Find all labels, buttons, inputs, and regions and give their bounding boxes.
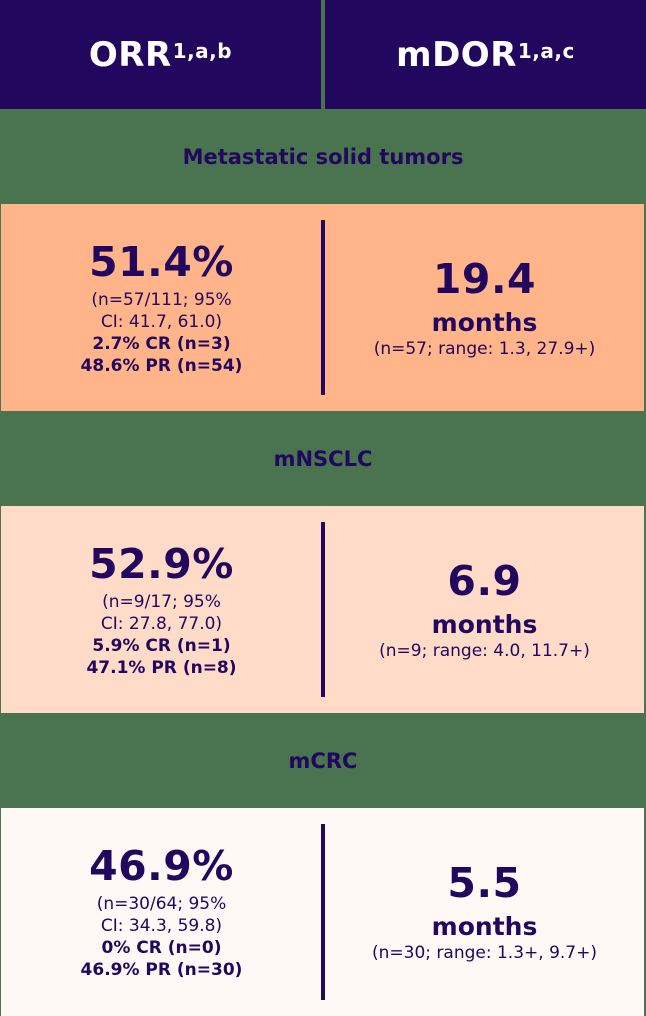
mdor-detail: (n=9; range: 4.0, 11.7+)	[379, 640, 590, 661]
data-row-mcrc: 46.9% (n=30/64; 95% CI: 34.3, 59.8) 0% C…	[1, 808, 644, 1016]
orr-cell: 52.9% (n=9/17; 95% CI: 27.8, 77.0) 5.9% …	[1, 506, 322, 713]
orr-value: 51.4%	[89, 237, 234, 286]
orr-detail-line1: (n=30/64; 95%	[96, 894, 227, 914]
mdor-cell: 6.9 months (n=9; range: 4.0, 11.7+)	[325, 506, 644, 713]
orr-pr: 46.9% PR (n=30)	[80, 960, 243, 980]
header-mdor-footnote: 1,a,c	[517, 38, 575, 63]
header-orr-footnote: 1,a,b	[172, 38, 233, 63]
orr-detail-line1: (n=9/17; 95%	[102, 591, 221, 612]
orr-detail-line2: CI: 41.7, 61.0)	[100, 311, 223, 332]
mdor-detail: (n=57; range: 1.3, 27.9+)	[373, 338, 596, 359]
column-divider	[321, 824, 325, 1000]
orr-pr: 48.6% PR (n=54)	[80, 355, 243, 376]
mdor-value: 6.9	[447, 556, 522, 605]
data-row-mnsclc: 52.9% (n=9/17; 95% CI: 27.8, 77.0) 5.9% …	[1, 506, 644, 713]
orr-value: 52.9%	[89, 539, 234, 588]
header-orr: ORR 1,a,b	[0, 0, 321, 109]
mdor-unit: months	[431, 307, 538, 337]
orr-cell: 46.9% (n=30/64; 95% CI: 34.3, 59.8) 0% C…	[1, 808, 322, 1016]
mdor-value: 19.4	[432, 254, 537, 303]
column-divider	[321, 220, 325, 395]
section-label-metastatic-solid-tumors: Metastatic solid tumors	[182, 144, 464, 169]
orr-detail-line2: CI: 27.8, 77.0)	[100, 613, 223, 634]
mdor-unit: months	[431, 609, 538, 639]
data-row-metastatic-solid-tumors: 51.4% (n=57/111; 95% CI: 41.7, 61.0) 2.7…	[1, 204, 644, 411]
mdor-value: 5.5	[447, 859, 522, 907]
mdor-detail: (n=30; range: 1.3+, 9.7+)	[372, 943, 597, 963]
orr-detail-line1: (n=57/111; 95%	[91, 289, 232, 310]
mdor-unit: months	[431, 912, 538, 941]
section-label-mnsclc: mNSCLC	[273, 446, 373, 471]
header-mdor: mDOR 1,a,c	[325, 0, 646, 109]
section-label-mcrc: mCRC	[288, 748, 358, 773]
orr-cr: 5.9% CR (n=1)	[92, 635, 231, 656]
header-orr-label: ORR	[88, 34, 172, 75]
orr-value: 46.9%	[89, 842, 234, 890]
mdor-cell: 19.4 months (n=57; range: 1.3, 27.9+)	[325, 204, 644, 411]
header-mdor-label: mDOR	[396, 34, 517, 75]
mdor-cell: 5.5 months (n=30; range: 1.3+, 9.7+)	[325, 808, 644, 1016]
orr-detail-line2: CI: 34.3, 59.8)	[100, 916, 223, 936]
orr-cr: 0% CR (n=0)	[101, 938, 222, 958]
column-divider	[321, 522, 325, 697]
orr-pr: 47.1% PR (n=8)	[86, 657, 237, 678]
orr-cell: 51.4% (n=57/111; 95% CI: 41.7, 61.0) 2.7…	[1, 204, 322, 411]
orr-cr: 2.7% CR (n=3)	[92, 333, 231, 354]
table-header: ORR 1,a,b mDOR 1,a,c	[0, 0, 646, 109]
